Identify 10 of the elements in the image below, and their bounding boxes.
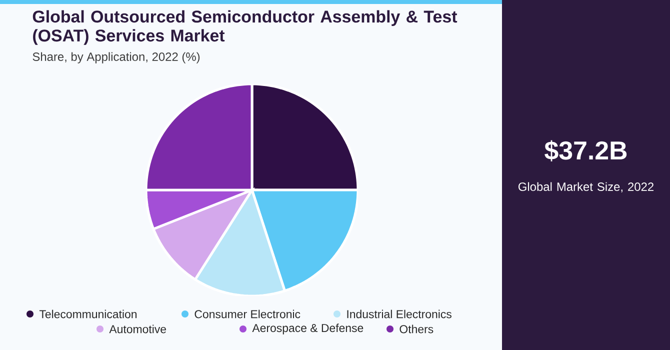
legend-label: Automotive (109, 324, 166, 334)
chart-title: Global Outsourced Semiconductor Assembly & Test (OSAT) Services Market (32, 10, 458, 45)
text: $37.2B (544, 140, 627, 162)
legend-label: Others (400, 324, 434, 334)
legend-label: Industrial Electronics (347, 310, 452, 318)
legend-label: Aerospace & Defense (252, 324, 364, 334)
legend-label: Consumer Electronic (194, 310, 300, 318)
text: Global Market Size, 2022 (518, 182, 654, 192)
legend-label: Telecommunication (39, 310, 137, 318)
chart-subtitle: Share, by Application, 2022 (%) (32, 52, 200, 64)
